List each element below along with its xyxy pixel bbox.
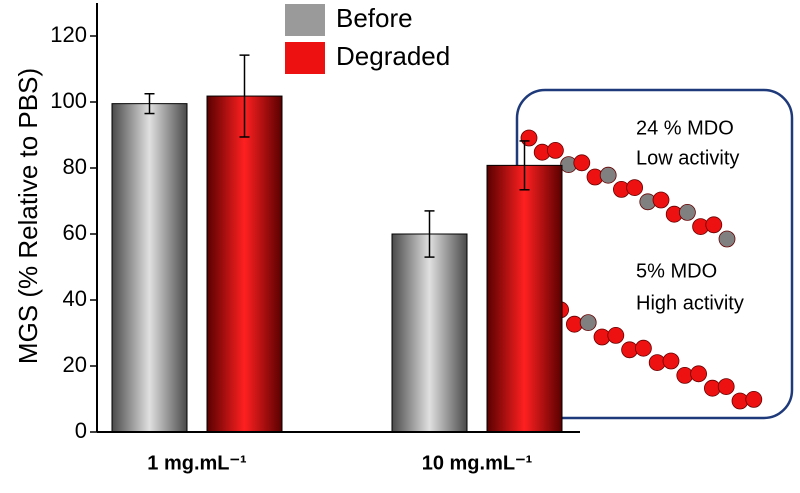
legend-swatch — [285, 4, 325, 36]
legend-label: Before — [336, 3, 413, 33]
monomer — [679, 203, 696, 221]
monomer — [690, 365, 707, 383]
y-axis-label: MGS (% Relative to PBS) — [13, 68, 43, 364]
monomer — [626, 179, 643, 197]
monomer — [705, 216, 723, 234]
y-tick-label: 120 — [50, 22, 87, 47]
monomer — [573, 154, 591, 172]
monomer — [635, 339, 652, 357]
y-tick-label: 100 — [50, 88, 87, 113]
x-tick-label: 1 mg.mL⁻¹ — [147, 452, 247, 474]
monomer — [520, 129, 538, 147]
polymer-chains — [520, 129, 763, 410]
monomer — [717, 378, 735, 396]
inset-subtitle: Low activity — [636, 147, 739, 169]
monomer — [662, 352, 680, 370]
monomer — [652, 191, 670, 209]
x-tick-label: 10 mg.mL⁻¹ — [422, 452, 533, 474]
monomer — [599, 166, 617, 184]
monomer — [579, 314, 597, 332]
monomer — [718, 230, 736, 248]
monomer — [745, 390, 763, 408]
inset-subtitle: High activity — [636, 292, 744, 314]
y-tick-label: 60 — [63, 220, 87, 245]
inset-title: 24 % MDO — [636, 117, 734, 139]
monomer — [547, 141, 564, 159]
bar — [486, 164, 563, 433]
legend-swatch — [285, 42, 325, 74]
bar — [391, 233, 468, 433]
monomer — [607, 326, 625, 344]
bar — [111, 103, 188, 433]
y-tick-label: 20 — [63, 352, 87, 377]
bar — [206, 95, 283, 433]
inset-title: 5% MDO — [636, 260, 717, 282]
legend-label: Degraded — [336, 41, 450, 71]
y-tick-label: 0 — [75, 418, 87, 443]
y-tick-label: 40 — [63, 286, 87, 311]
y-tick-label: 80 — [63, 154, 87, 179]
